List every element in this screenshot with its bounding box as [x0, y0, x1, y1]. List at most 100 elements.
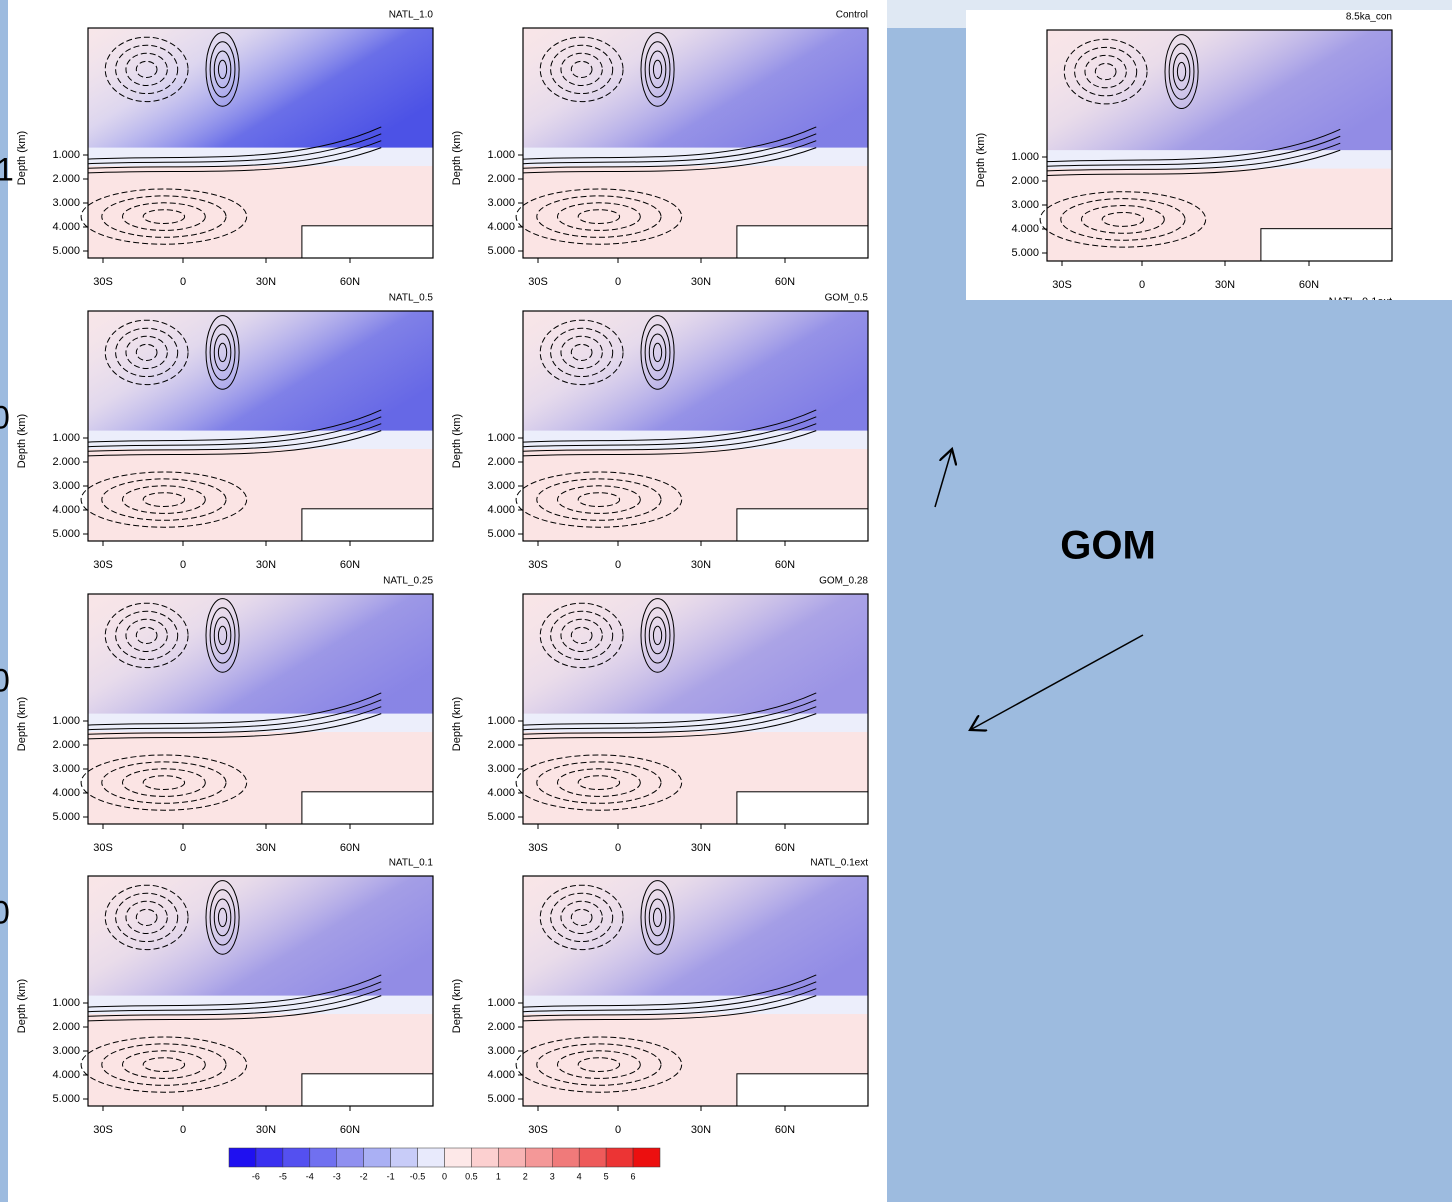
page: 1 0 0 0 GOM 1.000 2.000 3.000 4.000 5.000 30S… — [0, 0, 1452, 1202]
y-tick-label: 4.000 — [52, 221, 80, 233]
contour-plot — [516, 311, 868, 541]
topography — [737, 509, 868, 541]
mid-band — [88, 714, 433, 732]
colorbar-box — [283, 1148, 310, 1167]
colorbar-label: 0.5 — [465, 1171, 478, 1181]
colorbar-label: -3 — [333, 1171, 341, 1181]
panel-title: NATL_0.5 — [389, 293, 434, 304]
x-tick-label: 30S — [1052, 279, 1072, 291]
y-tick-label: 5.000 — [487, 811, 515, 823]
x-tick-label: 30N — [256, 559, 276, 571]
y-tick-label: 3.000 — [487, 197, 515, 209]
y-axis-label: Depth (km) — [16, 697, 28, 751]
y-tick-label: 5.000 — [487, 1093, 515, 1105]
y-axis-label: Depth (km) — [451, 131, 463, 185]
mid-band — [88, 431, 433, 449]
x-tick-label: 30N — [691, 842, 711, 854]
colorbar-label: 0 — [442, 1171, 447, 1181]
y-tick-label: 2.000 — [52, 173, 80, 185]
y-tick-label: 5.000 — [52, 528, 80, 540]
y-tick-label: 3.000 — [52, 763, 80, 775]
topography — [737, 1074, 868, 1106]
mid-band — [1047, 150, 1392, 168]
colorbar-box — [391, 1148, 418, 1167]
y-tick-label: 5.000 — [52, 245, 80, 257]
y-tick-label: 3.000 — [52, 1045, 80, 1057]
contour-plot — [81, 311, 433, 541]
colorbar-label: -4 — [306, 1171, 314, 1181]
y-tick-label: 4.000 — [1011, 223, 1039, 235]
x-tick-label: 60N — [340, 1124, 360, 1136]
colorbar-box — [552, 1148, 579, 1167]
y-tick-label: 3.000 — [487, 1045, 515, 1057]
mid-band — [523, 714, 868, 732]
upper-shading — [88, 28, 433, 155]
y-tick-label: 2.000 — [487, 456, 515, 468]
topography — [737, 226, 868, 258]
x-tick-label: 30S — [528, 559, 548, 571]
x-tick-label: 60N — [340, 559, 360, 571]
y-tick-label: 1.000 — [52, 715, 80, 727]
y-tick-label: 4.000 — [487, 221, 515, 233]
y-tick-label: 2.000 — [487, 173, 515, 185]
y-tick-label: 4.000 — [52, 504, 80, 516]
colorbar-box — [364, 1148, 391, 1167]
y-tick-label: 1.000 — [52, 149, 80, 161]
y-tick-label: 1.000 — [487, 715, 515, 727]
y-axis-label: Depth (km) — [451, 697, 463, 751]
panel-title: Control — [836, 10, 868, 21]
mid-band — [88, 148, 433, 166]
contour-plot — [1040, 30, 1392, 261]
x-tick-label: 60N — [775, 1124, 795, 1136]
y-tick-label: 1.000 — [1011, 151, 1039, 163]
mid-band — [523, 148, 868, 166]
x-tick-label: 30S — [93, 1124, 113, 1136]
y-tick-label: 1.000 — [487, 997, 515, 1009]
y-axis-label: Depth (km) — [16, 414, 28, 468]
panel-title: NATL_0.1ext — [810, 858, 868, 869]
x-tick-label: 30N — [256, 1124, 276, 1136]
y-tick-label: 4.000 — [52, 1069, 80, 1081]
x-tick-label: 30N — [691, 559, 711, 571]
upper-shading — [523, 311, 868, 438]
colorbar-box — [445, 1148, 472, 1167]
x-tick-label: 30N — [256, 842, 276, 854]
x-tick-label: 30S — [93, 559, 113, 571]
annotation: GOM — [1060, 524, 1156, 568]
colorbar-box — [606, 1148, 633, 1167]
colorbar-label: 6 — [631, 1171, 636, 1181]
x-tick-label: 0 — [180, 276, 186, 288]
slide: 1 0 0 0 GOM 1.000 2.000 3.000 4.000 5.000 30S… — [0, 0, 1452, 1202]
x-tick-label: 0 — [615, 842, 621, 854]
contour-plot — [516, 28, 868, 258]
colorbar-box — [256, 1148, 283, 1167]
colorbar-label: -1 — [387, 1171, 395, 1181]
inset-title: 8.5ka_con — [1346, 12, 1392, 23]
mid-band — [88, 996, 433, 1014]
colorbar-box — [471, 1148, 498, 1167]
y-tick-label: 3.000 — [1011, 199, 1039, 211]
x-tick-label: 60N — [775, 842, 795, 854]
x-tick-label: 60N — [340, 276, 360, 288]
y-tick-label: 3.000 — [487, 763, 515, 775]
colorbar-label: 4 — [577, 1171, 582, 1181]
contour-plot — [81, 28, 433, 258]
x-tick-label: 60N — [340, 842, 360, 854]
y-tick-label: 2.000 — [487, 739, 515, 751]
colorbar-label: -5 — [279, 1171, 287, 1181]
upper-shading — [523, 594, 868, 721]
x-tick-label: 30N — [1215, 279, 1235, 291]
x-tick-label: 60N — [775, 559, 795, 571]
x-tick-label: 0 — [1139, 279, 1145, 291]
y-tick-label: 2.000 — [52, 456, 80, 468]
edge-label: 1 — [0, 151, 14, 187]
y-axis-label: Depth (km) — [16, 979, 28, 1033]
x-tick-label: 30N — [256, 276, 276, 288]
upper-shading — [523, 28, 868, 155]
x-tick-label: 30S — [528, 276, 548, 288]
colorbar-box — [310, 1148, 337, 1167]
contour-plot — [81, 876, 433, 1106]
x-tick-label: 30S — [528, 842, 548, 854]
edge-label: 0 — [0, 662, 10, 698]
upper-shading — [88, 876, 433, 1003]
